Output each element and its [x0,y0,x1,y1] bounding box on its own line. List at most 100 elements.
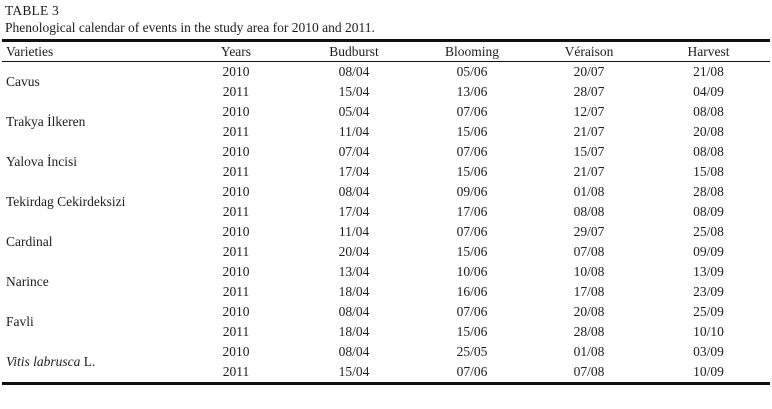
blooming-cell: 17/06 [456,204,488,219]
table-row: 2011 20/04 15/06 07/08 09/09 [2,242,770,262]
veraison-cell: 01/08 [573,344,605,359]
veraison-cell: 07/08 [573,364,605,379]
blooming-cell: 07/06 [456,364,488,379]
budburst-cell: 17/04 [338,204,370,219]
variety-name-italic: Vitis labrusca [6,354,81,369]
harvest-cell: 21/08 [693,64,724,79]
variety-cell: Narince [6,274,49,289]
table-row: 2011 18/04 16/06 17/08 23/09 [2,282,770,302]
harvest-cell: 09/09 [693,244,724,259]
harvest-cell: 03/09 [693,344,724,359]
year-cell: 2011 [222,204,250,219]
column-header-blooming: Blooming [413,40,531,62]
budburst-cell: 08/04 [338,344,370,359]
year-cell: 2011 [222,124,250,139]
budburst-cell: 05/04 [338,104,370,119]
harvest-cell: 13/09 [693,264,724,279]
variety-cell: Tekirdag Cekirdeksizi [6,194,126,209]
table-row: 2011 17/04 17/06 08/08 08/09 [2,202,770,222]
table-row: Cardinal 2010 11/04 07/06 29/07 25/08 [2,222,770,249]
harvest-cell: 15/08 [693,164,724,179]
column-header-varieties: Varieties [2,40,177,62]
harvest-cell: 04/09 [693,84,724,99]
year-cell: 2010 [222,224,250,239]
veraison-cell: 28/07 [573,84,605,99]
year-cell: 2010 [222,304,250,319]
year-cell: 2010 [222,64,250,79]
blooming-cell: 15/06 [456,244,488,259]
harvest-cell: 28/08 [693,184,724,199]
veraison-cell: 01/08 [573,184,605,199]
blooming-cell: 25/05 [456,344,488,359]
harvest-cell: 20/08 [693,124,724,139]
veraison-cell: 28/08 [573,324,605,339]
year-cell: 2010 [222,184,250,199]
blooming-cell: 15/06 [456,164,488,179]
variety-cell: Cavus [6,74,40,89]
harvest-cell: 10/10 [693,324,724,339]
budburst-cell: 15/04 [338,84,370,99]
veraison-cell: 29/07 [573,224,605,239]
budburst-cell: 11/04 [338,224,370,239]
year-cell: 2011 [222,244,250,259]
variety-cell: Cardinal [6,234,53,249]
budburst-cell: 08/04 [338,304,370,319]
table-row: Narince 2010 13/04 10/06 10/08 13/09 [2,262,770,289]
veraison-cell: 17/08 [573,284,605,299]
year-cell: 2011 [222,84,250,99]
harvest-cell: 10/09 [693,364,724,379]
table-row: 2011 11/04 15/06 21/07 20/08 [2,122,770,142]
table-row: Yalova İncisi 2010 07/04 07/06 15/07 08/08 [2,142,770,169]
budburst-cell: 17/04 [338,164,370,179]
column-header-budburst: Budburst [295,40,413,62]
year-cell: 2011 [222,164,250,179]
table-body: Cavus 2010 08/04 05/06 20/07 21/08 2011 15/04 13… [2,62,770,384]
blooming-cell: 16/06 [456,284,488,299]
blooming-cell: 07/06 [456,224,488,239]
table-row: 2011 15/04 07/06 07/08 10/09 [2,362,770,384]
budburst-cell: 08/04 [338,184,370,199]
veraison-cell: 20/08 [573,304,605,319]
budburst-cell: 20/04 [338,244,370,259]
harvest-cell: 23/09 [693,284,724,299]
table-row: Favli 2010 08/04 07/06 20/08 25/09 [2,302,770,329]
year-cell: 2011 [222,284,250,299]
veraison-cell: 07/08 [573,244,605,259]
variety-cell: Favli [6,314,34,329]
veraison-cell: 15/07 [573,144,605,159]
blooming-cell: 15/06 [456,124,488,139]
harvest-cell: 08/09 [693,204,724,219]
budburst-cell: 11/04 [338,124,370,139]
table-row: 2011 17/04 15/06 21/07 15/08 [2,162,770,182]
variety-cell: Yalova İncisi [6,154,78,169]
table-row: Trakya İlkeren 2010 05/04 07/06 12/07 08/08 [2,102,770,129]
year-cell: 2010 [222,144,250,159]
harvest-cell: 08/08 [693,144,724,159]
blooming-cell: 05/06 [456,64,488,79]
blooming-cell: 07/06 [456,304,488,319]
veraison-cell: 21/07 [573,164,605,179]
budburst-cell: 08/04 [338,64,370,79]
blooming-cell: 07/06 [456,144,488,159]
budburst-cell: 15/04 [338,364,370,379]
column-header-years: Years [177,40,295,62]
blooming-cell: 09/06 [456,184,488,199]
table-caption: Phenological calendar of events in the s… [5,20,375,35]
veraison-cell: 08/08 [573,204,605,219]
harvest-cell: 25/08 [693,224,724,239]
veraison-cell: 21/07 [573,124,605,139]
veraison-cell: 20/07 [573,64,605,79]
budburst-cell: 18/04 [338,324,370,339]
harvest-cell: 08/08 [693,104,724,119]
veraison-cell: 10/08 [573,264,605,279]
table-header-row: Varieties Years Budburst Blooming Vérais… [2,40,770,62]
budburst-cell: 07/04 [338,144,370,159]
column-header-harvest: Harvest [647,40,770,62]
year-cell: 2010 [222,104,250,119]
table-row: Tekirdag Cekirdeksizi 2010 08/04 09/06 01/08… [2,182,770,209]
blooming-cell: 10/06 [456,264,488,279]
table-row: Vitis labrusca L. 2010 08/04 25/05 01/08 03/0… [2,342,770,369]
blooming-cell: 07/06 [456,104,488,119]
year-cell: 2011 [222,364,250,379]
